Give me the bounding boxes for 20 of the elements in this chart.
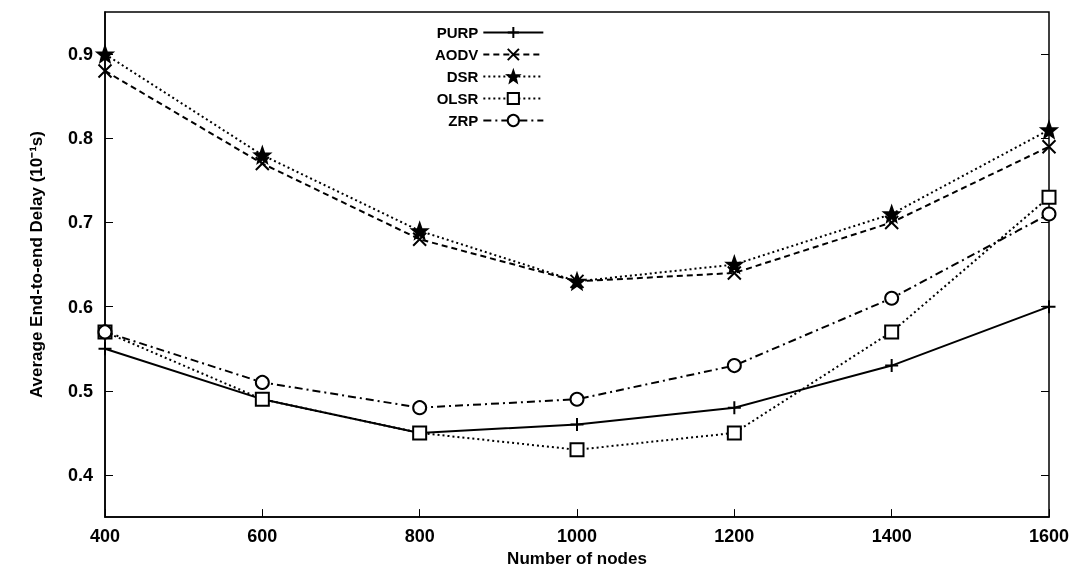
legend-label: OLSR	[436, 90, 479, 107]
y-tick-label: 0.5	[67, 380, 93, 401]
legend-label: PURP	[436, 24, 479, 41]
x-axis-title: Number of nodes	[507, 549, 647, 568]
x-tick-label: 1600	[1028, 526, 1070, 547]
x-tick-label: 1000	[556, 526, 598, 547]
y-axis-title: Average End-to-end Delay (10⁻¹s)	[27, 131, 46, 399]
y-tick-label: 0.4	[67, 465, 93, 486]
x-tick-label: 1400	[871, 526, 912, 547]
x-tick-label: 600	[247, 526, 278, 547]
legend-label: AODV	[434, 46, 479, 63]
x-tick-label: 1200	[714, 526, 755, 547]
y-tick-label: 0.9	[67, 44, 93, 65]
y-tick-label: 0.8	[67, 128, 93, 149]
x-tick-label: 400	[89, 526, 121, 547]
x-tick-label: 800	[404, 526, 435, 547]
legend-label: ZRP	[448, 112, 479, 129]
y-tick-label: 0.6	[67, 296, 93, 317]
y-tick-label: 0.7	[67, 212, 93, 233]
legend-label: DSR	[446, 68, 479, 85]
